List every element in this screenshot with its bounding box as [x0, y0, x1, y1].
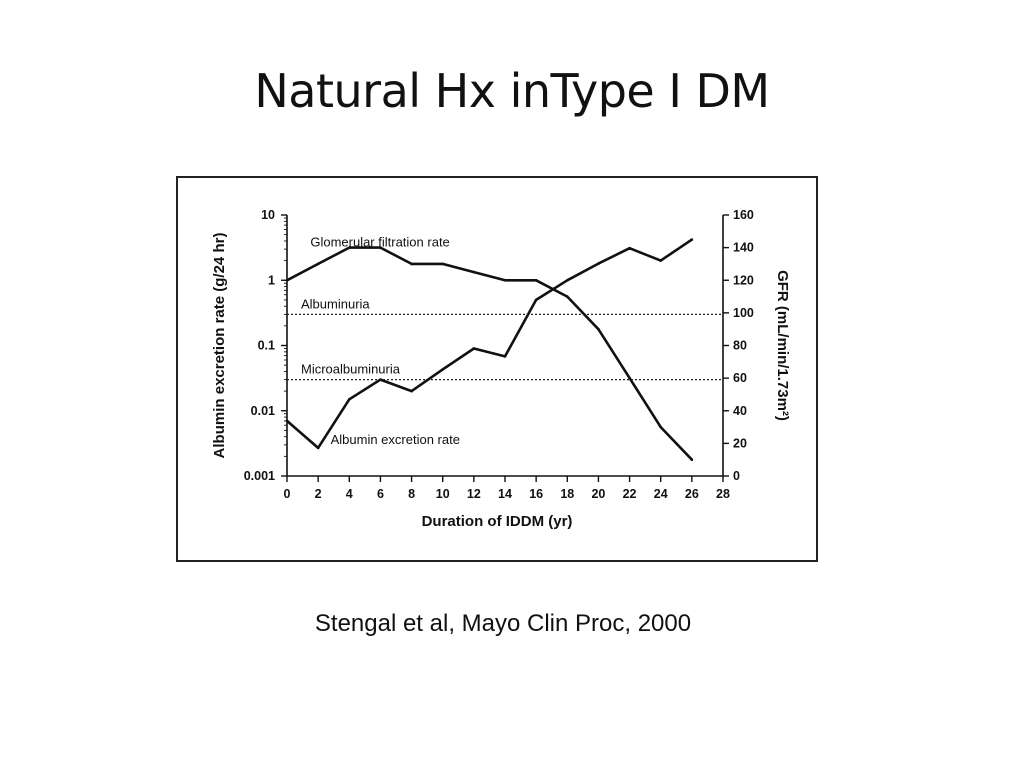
chart: 0 2 4 6 8 10 12 14 16 18 20 22 24 26 280.0010.010.1110…	[211, 208, 791, 530]
data-point-albumin-excretion	[441, 368, 445, 371]
data-point-gfr	[597, 327, 600, 331]
y-axis-title-right: GFR (mL/min/1.73m²)	[774, 270, 791, 421]
data-point-albumin-excretion	[503, 355, 507, 358]
data-point-albumin-excretion	[597, 262, 600, 265]
data-point-albumin-excretion	[565, 278, 569, 282]
data-point-gfr	[379, 246, 382, 249]
right-tick-label: 20	[733, 436, 747, 450]
x-tick-label: 26	[685, 487, 699, 501]
right-tick-label: 80	[733, 339, 747, 353]
right-tick-label: 40	[733, 404, 747, 418]
x-tick-label: 6	[377, 487, 384, 501]
data-point-gfr	[659, 425, 663, 429]
x-tick-label: 12	[467, 487, 481, 501]
left-tick-label: 0.1	[258, 339, 275, 353]
data-point-albumin-excretion	[379, 378, 382, 381]
x-tick-label: 18	[560, 487, 574, 501]
data-point-albumin-excretion	[410, 389, 413, 393]
x-tick-label: 16	[529, 487, 543, 501]
data-point-albumin-excretion	[659, 259, 663, 262]
data-point-gfr	[472, 270, 476, 274]
citation: Stengal et al, Mayo Clin Proc, 2000	[314, 610, 692, 637]
right-tick-label: 120	[733, 273, 754, 287]
data-point-gfr	[316, 262, 320, 266]
data-point-albumin-excretion	[347, 397, 351, 401]
data-point-gfr	[285, 278, 289, 282]
x-tick-label: 0	[284, 487, 291, 501]
series-line-gfr	[286, 246, 693, 461]
data-point-albumin-excretion	[690, 238, 694, 241]
figure-frame: 0 2 4 6 8 10 12 14 16 18 20 22 24 26 28 0.001 0.01 0.1 1 10…	[176, 176, 818, 562]
data-point-gfr	[690, 458, 694, 461]
right-tick-label: 160	[733, 208, 754, 222]
x-tick-label: 8	[408, 487, 415, 501]
data-point-gfr	[628, 376, 631, 380]
data-point-albumin-excretion	[628, 246, 631, 250]
series-label-albumin-excretion: Albumin excretion rate	[331, 432, 460, 447]
data-point-gfr	[410, 262, 413, 266]
data-point-albumin-excretion	[316, 446, 320, 450]
data-point-gfr	[534, 278, 538, 282]
data-point-gfr	[347, 246, 351, 249]
x-tick-label: 22	[623, 487, 637, 501]
data-point-gfr	[565, 295, 569, 298]
data-point-gfr	[503, 278, 507, 282]
data-point-gfr	[441, 262, 445, 266]
right-tick-label: 60	[733, 371, 747, 385]
x-tick-label: 14	[498, 487, 512, 501]
right-tick-label: 140	[733, 241, 754, 255]
left-tick-label: 0.01	[251, 404, 275, 418]
data-point-albumin-excretion	[285, 419, 289, 423]
x-axis-title: Duration of IDDM (yr)	[422, 513, 573, 530]
data-point-albumin-excretion	[472, 347, 476, 350]
reference-label-albuminuria: Albuminuria	[301, 296, 370, 311]
reference-label-microalbuminuria: Microalbuminuria	[301, 362, 401, 377]
series-line-albumin-excretion	[286, 238, 693, 450]
left-tick-label: 1	[268, 273, 275, 287]
x-tick-label: 4	[346, 487, 353, 501]
right-tick-label: 100	[733, 306, 754, 320]
right-tick-label: 0	[733, 469, 740, 483]
x-tick-label: 20	[591, 487, 605, 501]
data-point-albumin-excretion	[534, 298, 538, 302]
left-tick-label: 10	[261, 208, 275, 222]
left-tick-label: 0.001	[244, 469, 275, 483]
y-axis-title-left: Albumin excretion rate (g/24 hr)	[211, 233, 228, 459]
slide-title: Natural Hx inType I DM	[254, 64, 770, 118]
x-tick-label: 2	[315, 487, 322, 501]
x-tick-label: 24	[654, 487, 668, 501]
series-label-gfr: Glomerular filtration rate	[310, 234, 449, 249]
x-tick-label: 28	[716, 487, 730, 501]
x-tick-label: 10	[436, 487, 450, 501]
